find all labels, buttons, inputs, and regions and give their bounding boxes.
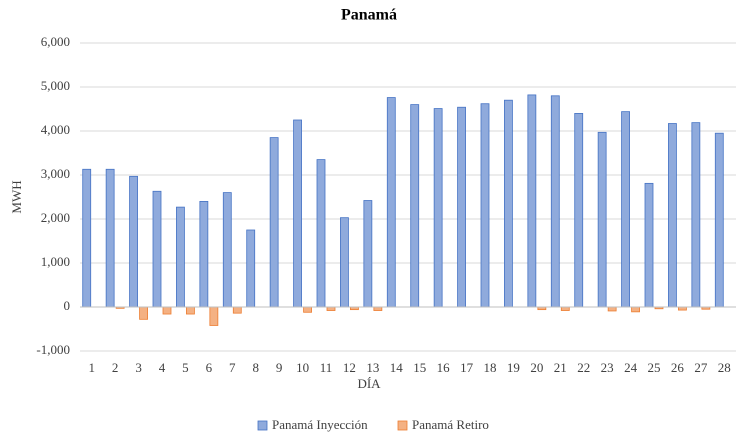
y-axis-label: MWH — [9, 180, 24, 213]
bar — [691, 122, 701, 308]
legend-swatch — [257, 420, 268, 431]
bar — [504, 99, 513, 308]
x-tick-label: 20 — [530, 360, 543, 375]
bar — [340, 217, 349, 308]
x-tick-label: 11 — [320, 360, 333, 375]
legend-label: Panamá Retiro — [412, 417, 489, 432]
x-tick-label: 6 — [206, 360, 213, 375]
x-tick-label: 10 — [296, 360, 309, 375]
bar — [621, 111, 630, 308]
x-tick-label: 22 — [577, 360, 590, 375]
bar — [326, 306, 336, 311]
x-tick-label: 3 — [135, 360, 142, 375]
x-tick-label: 18 — [484, 360, 497, 375]
x-tick-label: 27 — [694, 360, 708, 375]
x-tick-label: 2 — [112, 360, 119, 375]
y-tick-label: -1,000 — [36, 342, 70, 357]
x-tick-label: 15 — [413, 360, 426, 375]
bar — [433, 108, 443, 308]
y-tick-label: 5,000 — [41, 78, 70, 93]
y-tick-label: 0 — [64, 298, 71, 313]
bar — [527, 94, 537, 308]
bar — [574, 113, 584, 308]
y-tick-label: 4,000 — [41, 122, 70, 137]
bar — [631, 306, 640, 313]
bar — [176, 206, 185, 308]
x-tick-label: 19 — [507, 360, 520, 375]
x-tick-label: 1 — [88, 360, 95, 375]
bar — [480, 103, 490, 308]
x-tick-label: 5 — [182, 360, 189, 375]
legend-swatch — [397, 420, 408, 431]
bar — [363, 200, 373, 308]
x-tick-label: 12 — [343, 360, 356, 375]
x-tick-label: 13 — [366, 360, 379, 375]
y-tick-label: 6,000 — [41, 34, 70, 49]
legend-label: Panamá Inyección — [272, 417, 368, 432]
x-tick-label: 24 — [624, 360, 638, 375]
x-tick-label: 21 — [554, 360, 567, 375]
bar — [644, 182, 654, 308]
bar — [550, 95, 560, 308]
x-tick-label: 28 — [718, 360, 731, 375]
bar — [386, 97, 396, 308]
bar — [222, 192, 232, 308]
x-tick-label: 8 — [252, 360, 259, 375]
bar — [199, 200, 209, 308]
bar — [316, 159, 326, 308]
bar — [82, 168, 92, 308]
x-tick-label: 4 — [159, 360, 166, 375]
x-tick-label: 25 — [648, 360, 661, 375]
bar — [714, 132, 724, 308]
x-tick-label: 26 — [671, 360, 685, 375]
bar — [457, 106, 466, 308]
y-tick-label: 1,000 — [41, 254, 70, 269]
x-tick-label: 16 — [437, 360, 451, 375]
chart-title: Panamá — [341, 7, 397, 24]
bar — [105, 168, 115, 308]
bar — [232, 306, 242, 314]
bar — [186, 306, 195, 315]
bar — [139, 306, 148, 320]
bar — [560, 306, 570, 311]
bar — [607, 306, 617, 312]
bar — [373, 306, 383, 311]
x-tick-label: 17 — [460, 360, 474, 375]
y-tick-label: 3,000 — [41, 166, 70, 181]
x-tick-label: 7 — [229, 360, 236, 375]
bar — [410, 104, 420, 308]
y-tick-label: 2,000 — [41, 210, 70, 225]
bar — [162, 306, 172, 315]
bar — [246, 229, 256, 308]
bar — [303, 306, 312, 313]
bar — [152, 190, 162, 308]
x-tick-label: 23 — [601, 360, 614, 375]
x-tick-label: 14 — [390, 360, 404, 375]
bar — [269, 137, 279, 308]
x-axis-label: DÍA — [357, 376, 381, 391]
bar — [597, 131, 607, 308]
bar — [209, 306, 219, 326]
bar — [293, 119, 302, 308]
bar — [129, 175, 138, 308]
bar — [668, 123, 677, 308]
x-tick-label: 9 — [276, 360, 283, 375]
